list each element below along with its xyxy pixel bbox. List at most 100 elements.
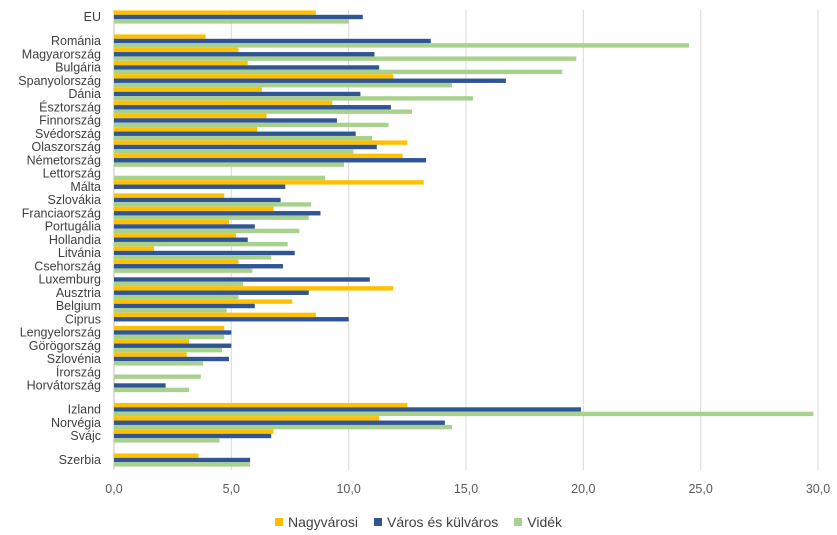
bar-vid-k [114,241,288,247]
bar-vid-k [114,122,389,128]
bar-v-ros-s-k-lv-ros [114,457,251,463]
category-label: Lengyelország [20,326,101,340]
bar-vid-k [114,109,413,114]
legend-item: Város és külváros [373,514,499,530]
legend-label: Nagyvárosi [287,514,358,530]
category-label: Franciaország [22,206,101,220]
legend-swatch [274,518,283,526]
category-label: Írország [56,364,101,379]
bar-nagyv-rosi [114,193,225,198]
bar-nagyv-rosi [114,286,394,291]
category-label: Norvégia [51,416,101,430]
bar-nagyv-rosi [114,153,403,159]
category-label: Horvátország [27,379,101,393]
x-tick-labels: 0,0 5,0 10,0 15,0 20,0 25,0 30,0 [105,482,830,496]
bar-nagyv-rosi [114,34,206,39]
bar-vid-k [114,334,225,340]
bar-vid-k [114,69,563,75]
bar-v-ros-s-k-lv-ros [114,184,286,189]
bar-vid-k [114,135,373,141]
chart: EU RomániaMagyarországBulgáriaSpanyolorsz… [18,10,830,496]
bar-v-ros-s-k-lv-ros [114,105,391,110]
bar-v-ros-s-k-lv-ros [114,65,380,70]
category-label: Ausztria [56,286,101,300]
x-tick-label: 25,0 [688,482,712,496]
legend-swatch [514,518,523,526]
category-label: Málta [70,180,101,194]
legend-label: Vidék [527,514,563,530]
bar-v-ros-s-k-lv-ros [114,197,281,203]
category-label: Szlovénia [47,352,101,366]
bar-nagyv-rosi [114,47,239,53]
bar-v-ros-s-k-lv-ros [114,290,309,295]
category-label: Svédország [35,127,101,141]
category-label: Csehország [34,259,101,273]
bar-vid-k [114,374,201,379]
category-label: Románia [51,34,101,48]
bar-vid-k [114,294,239,300]
category-label: Észtország [39,99,101,114]
bar-nagyv-rosi [114,87,262,92]
bar-v-ros-s-k-lv-ros [114,144,377,150]
bar-v-ros-s-k-lv-ros [114,303,255,309]
bar-nagyv-rosi [114,259,239,265]
bar-nagyv-rosi [114,416,380,421]
bar-nagyv-rosi [114,60,248,66]
bar-v-ros-s-k-lv-ros [114,433,272,439]
bar-nagyv-rosi [114,140,408,145]
bar-nagyv-rosi [114,10,316,15]
bar-vid-k [114,19,349,24]
category-label: Németország [27,153,101,167]
bar-nagyv-rosi [114,100,333,106]
bar-vid-k [114,82,452,88]
bar-v-ros-s-k-lv-ros [114,317,349,322]
bar-nagyv-rosi [114,312,316,318]
category-label: Ciprus [65,312,101,326]
category-label: Portugália [45,220,101,234]
bar-vid-k [114,175,326,181]
x-tick-label: 10,0 [336,482,360,496]
bar-v-ros-s-k-lv-ros [114,38,431,44]
category-label: Belgium [56,299,101,313]
bar-v-ros-s-k-lv-ros [114,224,255,229]
bar-vid-k [114,202,312,207]
bar-v-ros-s-k-lv-ros [114,52,375,57]
bar-vid-k [114,215,309,220]
bar-vid-k [114,255,272,260]
x-tick-label: 15,0 [454,482,478,496]
bar-vid-k [114,149,354,154]
bar-vid-k [114,462,251,467]
bar-vid-k [114,43,689,48]
bar-v-ros-s-k-lv-ros [114,211,321,216]
bar-v-ros-s-k-lv-ros [114,118,337,123]
bar-nagyv-rosi [114,453,199,458]
bar-nagyv-rosi [114,246,154,251]
bar-v-ros-s-k-lv-ros [114,330,232,335]
bar-v-ros-s-k-lv-ros [114,131,356,136]
category-label: Luxemburg [38,273,101,287]
category-label: Szlovákia [48,193,102,207]
bar-v-ros-s-k-lv-ros [114,343,232,348]
bar-v-ros-s-k-lv-ros [114,91,361,97]
bar-vid-k [114,56,577,61]
bar-vid-k [114,411,814,417]
category-label: Bulgária [55,61,101,75]
bar-v-ros-s-k-lv-ros [114,14,363,20]
bar-nagyv-rosi [114,339,190,344]
bar-vid-k [114,228,300,234]
bar-nagyv-rosi [114,206,274,212]
bar-vid-k [114,308,227,313]
bar-nagyv-rosi [114,219,229,225]
bar-v-ros-s-k-lv-ros [114,158,427,163]
bar-vid-k [114,438,220,443]
bar-nagyv-rosi [114,325,225,331]
bar-nagyv-rosi [114,352,187,357]
bar-v-ros-s-k-lv-ros [114,420,445,425]
bar-nagyv-rosi [114,402,408,408]
x-tick-label: 5,0 [223,482,240,496]
bar-vid-k [114,268,253,273]
bar-v-ros-s-k-lv-ros [114,407,581,412]
legend-label: Város és külváros [386,514,499,530]
category-label: Hollandia [49,233,101,247]
bar-v-ros-s-k-lv-ros [114,250,295,256]
